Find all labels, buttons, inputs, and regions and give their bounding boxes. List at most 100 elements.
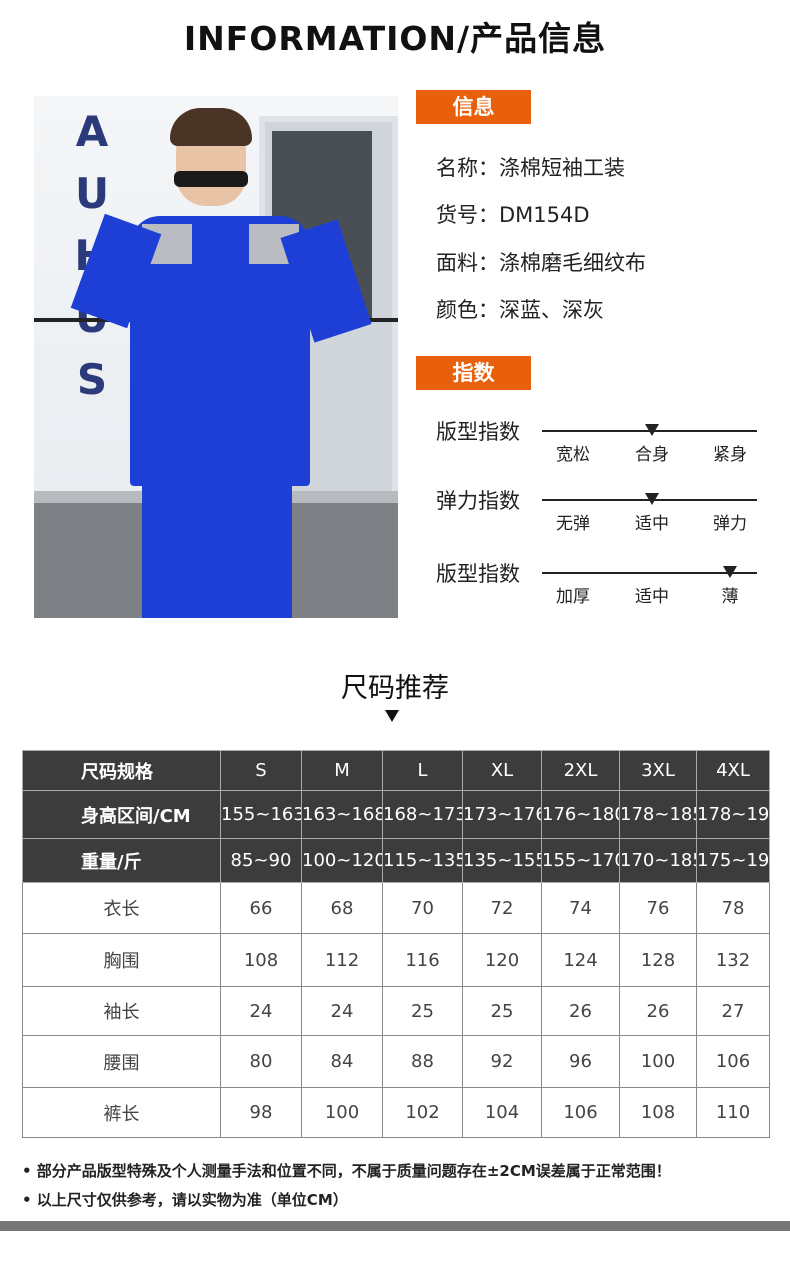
table-cell: 155~163	[220, 790, 302, 839]
table-cell: 178~190	[696, 790, 770, 839]
table-cell: 120	[462, 933, 542, 987]
table-cell: 106	[541, 1087, 620, 1138]
table-cell: 24	[301, 986, 383, 1036]
table-row: 袖长 24 24 25 25 26 26 27	[22, 986, 770, 1036]
size-title: 尺码推荐	[341, 673, 449, 704]
index-marker-icon	[645, 493, 659, 505]
table-cell: 102	[382, 1087, 463, 1138]
table-row: 重量/斤 85~90 100~120 115~135 135~155 155~170 170…	[22, 838, 770, 883]
table-cell: 2XL	[541, 750, 620, 791]
product-photo: AUHUS	[34, 96, 398, 618]
table-cell: 100~120	[301, 838, 383, 883]
index-option: 加厚	[556, 587, 590, 607]
table-cell: 132	[696, 933, 770, 987]
table-cell: 27	[696, 986, 770, 1036]
table-cell: 25	[462, 986, 542, 1036]
table-cell: 124	[541, 933, 620, 987]
table-cell: 72	[462, 882, 542, 934]
index-option: 紧身	[713, 445, 747, 465]
index-scale-line	[542, 572, 757, 574]
table-cell: M	[301, 750, 383, 791]
info-name: 名称：涤棉短袖工装	[436, 156, 625, 180]
table-cell: 84	[301, 1035, 383, 1088]
table-cell: 4XL	[696, 750, 770, 791]
table-cell: 173~176	[462, 790, 542, 839]
table-cell: 163~168	[301, 790, 383, 839]
row-label: 腰围	[22, 1035, 221, 1088]
table-cell: 115~135	[382, 838, 463, 883]
table-cell: 92	[462, 1035, 542, 1088]
info-sku: 货号：DM154D	[436, 203, 590, 227]
bottom-divider	[0, 1221, 790, 1231]
table-cell: S	[220, 750, 302, 791]
row-label: 袖长	[22, 986, 221, 1036]
index-label: 弹力指数	[436, 489, 520, 513]
table-cell: 96	[541, 1035, 620, 1088]
table-cell: 104	[462, 1087, 542, 1138]
table-cell: 100	[301, 1087, 383, 1138]
table-cell: 78	[696, 882, 770, 934]
size-table: 尺码规格 S M L XL 2XL 3XL 4XL 身高区间/CM 155~163 163~168 1…	[22, 750, 770, 1138]
table-cell: 70	[382, 882, 463, 934]
table-cell: 106	[696, 1035, 770, 1088]
table-cell: 24	[220, 986, 302, 1036]
index-option: 无弹	[556, 514, 590, 534]
table-cell: L	[382, 750, 463, 791]
index-label: 版型指数	[436, 420, 520, 444]
table-cell: 135~155	[462, 838, 542, 883]
info-color: 颜色：深蓝、深灰	[436, 298, 604, 322]
table-cell: 116	[382, 933, 463, 987]
table-cell: 108	[220, 933, 302, 987]
index-option: 薄	[721, 587, 739, 607]
table-cell: 88	[382, 1035, 463, 1088]
table-row: 衣长 66 68 70 72 74 76 78	[22, 882, 770, 934]
table-cell: 25	[382, 986, 463, 1036]
row-label: 胸围	[22, 933, 221, 987]
table-row: 腰围 80 84 88 92 96 100 106	[22, 1035, 770, 1088]
table-cell: 80	[220, 1035, 302, 1088]
row-label: 衣长	[22, 882, 221, 934]
table-cell: 175~190	[696, 838, 770, 883]
table-cell: XL	[462, 750, 542, 791]
table-cell: 110	[696, 1087, 770, 1138]
row-label: 尺码规格	[22, 750, 221, 791]
index-marker-icon	[723, 566, 737, 578]
table-cell: 128	[619, 933, 697, 987]
table-cell: 3XL	[619, 750, 697, 791]
info-tag: 信息	[416, 90, 531, 124]
table-cell: 76	[619, 882, 697, 934]
table-cell: 85~90	[220, 838, 302, 883]
row-label: 裤长	[22, 1087, 221, 1138]
page-title: INFORMATION/产品信息	[183, 19, 607, 58]
index-marker-icon	[645, 424, 659, 436]
note-2: • 以上尺寸仅供参考，请以实物为准（单位CM）	[22, 1191, 348, 1209]
model-hair	[170, 108, 252, 146]
table-cell: 100	[619, 1035, 697, 1088]
table-cell: 112	[301, 933, 383, 987]
table-cell: 74	[541, 882, 620, 934]
table-row: 胸围 108 112 116 120 124 128 132	[22, 933, 770, 987]
index-option: 弹力	[713, 514, 747, 534]
info-fabric: 面料：涤棉磨毛细纹布	[436, 251, 646, 275]
table-cell: 178~185	[619, 790, 697, 839]
table-row: 尺码规格 S M L XL 2XL 3XL 4XL	[22, 750, 770, 791]
table-cell: 68	[301, 882, 383, 934]
index-option: 适中	[635, 587, 669, 607]
down-arrow-icon	[385, 710, 399, 722]
table-cell: 26	[619, 986, 697, 1036]
table-row: 身高区间/CM 155~163 163~168 168~173 173~176 176~1…	[22, 790, 770, 839]
index-option: 适中	[635, 514, 669, 534]
table-row: 裤长 98 100 102 104 106 108 110	[22, 1087, 770, 1138]
table-cell: 26	[541, 986, 620, 1036]
model-pants	[142, 486, 292, 618]
index-tag: 指数	[416, 356, 531, 390]
table-cell: 170~185	[619, 838, 697, 883]
note-1: • 部分产品版型特殊及个人测量手法和位置不同，不属于质量问题存在±2CM误差属于…	[22, 1162, 671, 1180]
table-cell: 155~170	[541, 838, 620, 883]
table-cell: 66	[220, 882, 302, 934]
model-sunglasses	[174, 171, 248, 187]
index-option: 宽松	[556, 445, 590, 465]
index-option: 合身	[635, 445, 669, 465]
table-cell: 108	[619, 1087, 697, 1138]
table-cell: 176~180	[541, 790, 620, 839]
